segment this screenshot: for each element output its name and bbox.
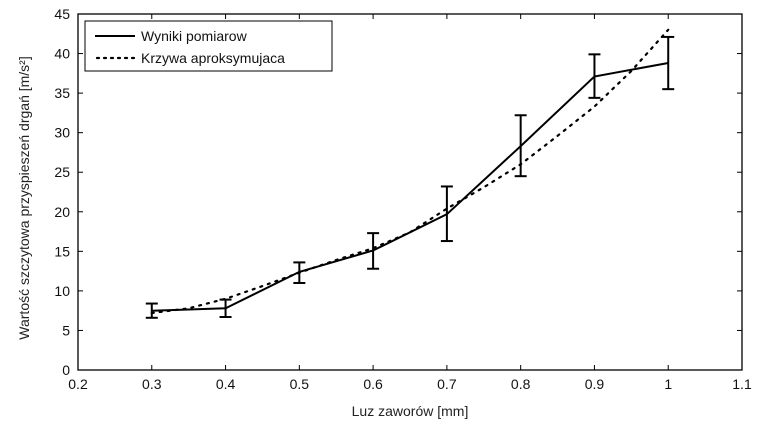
y-tick-label: 5 [62, 322, 70, 338]
x-tick-label: 0.9 [585, 376, 605, 392]
y-tick-label: 40 [54, 46, 70, 62]
x-tick-label: 0.3 [142, 376, 162, 392]
y-axis-ticks: 0 5 10 15 20 25 30 35 40 45 [54, 6, 742, 378]
y-tick-label: 35 [54, 85, 70, 101]
error-bar [293, 261, 306, 284]
series-line-measurements [151, 62, 669, 312]
error-bar [219, 298, 232, 318]
y-tick-label: 0 [62, 362, 70, 378]
y-tick-label: 20 [54, 204, 70, 220]
legend: Wyniki pomiarow Krzywa aproksymujaca [84, 20, 333, 72]
series-line-approximation [150, 28, 670, 315]
x-tick-label: 0.2 [68, 376, 88, 392]
x-tick-label: 0.8 [511, 376, 531, 392]
plot-frame [77, 13, 743, 371]
y-axis-label: Wartość szczytowa przyspieszeń drgań [m/… [16, 56, 32, 339]
x-tick-label: 0.5 [290, 376, 310, 392]
x-tick-label: 1.1 [732, 376, 752, 392]
error-bar [588, 53, 601, 99]
legend-entry-measurements: Wyniki pomiarow [141, 28, 248, 44]
y-tick-label: 30 [54, 125, 70, 141]
x-axis-ticks: 0.2 0.3 0.4 0.5 0.6 0.7 0.8 0.9 1 1.1 [68, 14, 752, 392]
y-tick-label: 45 [54, 6, 70, 22]
y-tick-label: 10 [54, 283, 70, 299]
series-layer [145, 28, 675, 319]
plot-area: 0.2 0.3 0.4 0.5 0.6 0.7 0.8 0.9 1 1.1 0 5 10 15 20 25 3… [54, 6, 752, 392]
y-tick-label: 25 [54, 164, 70, 180]
x-axis-label: Luz zaworów [mm] [352, 403, 469, 419]
x-tick-label: 0.6 [363, 376, 383, 392]
error-bar [514, 114, 527, 178]
x-tick-label: 1 [664, 376, 672, 392]
error-bar [367, 232, 380, 270]
error-bar [662, 35, 675, 91]
x-tick-label: 0.7 [437, 376, 457, 392]
x-tick-label: 0.4 [216, 376, 236, 392]
error-bar [145, 302, 158, 319]
legend-entry-approximation: Krzywa aproksymujaca [141, 50, 285, 66]
error-bar [440, 185, 453, 243]
y-tick-label: 15 [54, 243, 70, 259]
legend-box [84, 20, 333, 72]
